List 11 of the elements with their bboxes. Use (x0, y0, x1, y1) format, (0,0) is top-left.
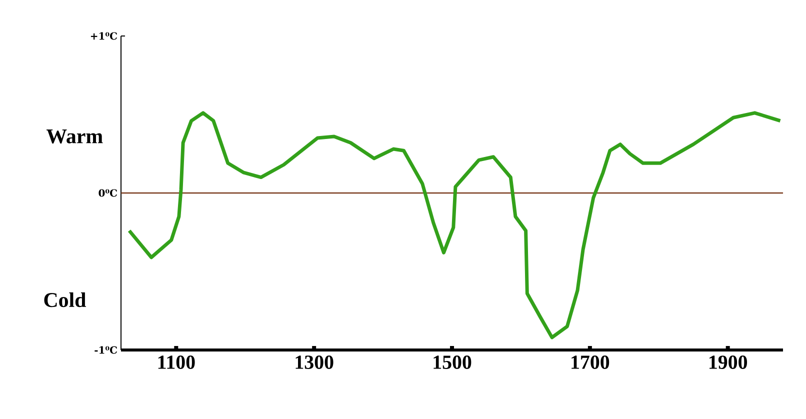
text: Cold (44, 292, 86, 308)
x-tick-label: 1500 (434, 356, 472, 369)
y-tick-label: -1⁰C (94, 346, 117, 354)
x-tick-label: 1300 (296, 356, 334, 369)
line-series (128, 111, 782, 340)
y-tick-label: +1⁰C (90, 32, 117, 40)
y-tick-label: 0⁰C (98, 189, 117, 197)
text: Warm (46, 129, 103, 144)
x-tick-label: 1100 (158, 356, 195, 369)
x-tick-label: 1900 (710, 356, 748, 369)
x-tick-label: 1700 (572, 356, 610, 369)
